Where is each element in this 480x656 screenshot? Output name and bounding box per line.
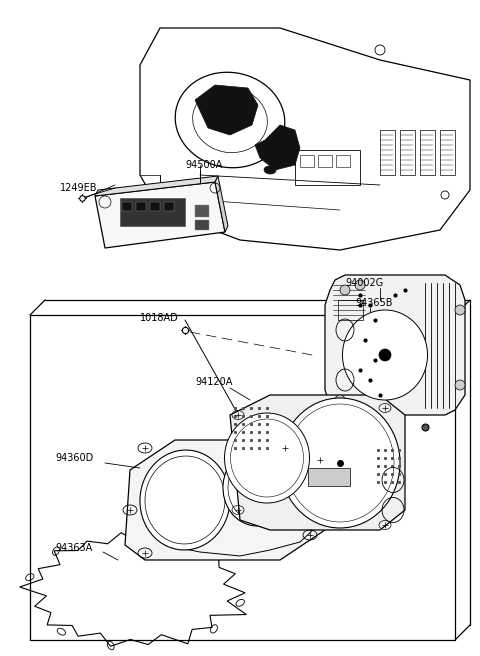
Text: 50: 50: [336, 487, 344, 493]
Bar: [136, 202, 146, 211]
Text: 1018AD: 1018AD: [140, 313, 179, 323]
Ellipse shape: [223, 448, 293, 526]
Bar: [400, 130, 415, 175]
Polygon shape: [125, 440, 330, 560]
Text: 94120A: 94120A: [195, 377, 232, 387]
Bar: [338, 300, 363, 320]
Polygon shape: [95, 176, 218, 196]
Polygon shape: [95, 182, 225, 248]
Polygon shape: [325, 275, 465, 415]
Text: 94500A: 94500A: [185, 160, 222, 170]
Bar: [195, 220, 209, 230]
Bar: [150, 202, 160, 211]
Bar: [308, 468, 350, 486]
Text: 94365B: 94365B: [355, 298, 393, 308]
Bar: [420, 130, 435, 175]
Bar: [300, 155, 314, 167]
Bar: [336, 155, 350, 167]
Ellipse shape: [379, 349, 391, 361]
Bar: [295, 150, 360, 185]
Polygon shape: [215, 176, 228, 232]
Bar: [195, 205, 209, 217]
Text: 1249EB: 1249EB: [60, 183, 97, 193]
Text: 94363A: 94363A: [55, 543, 92, 553]
Text: 94002G: 94002G: [345, 278, 383, 288]
Ellipse shape: [280, 398, 400, 528]
Ellipse shape: [455, 380, 465, 390]
Polygon shape: [195, 85, 258, 135]
Ellipse shape: [264, 166, 276, 174]
Bar: [440, 130, 455, 175]
Ellipse shape: [340, 285, 350, 295]
Ellipse shape: [335, 395, 345, 405]
Bar: [164, 202, 174, 211]
Ellipse shape: [225, 413, 310, 503]
Ellipse shape: [343, 310, 428, 400]
Text: 94360D: 94360D: [55, 453, 93, 463]
Ellipse shape: [455, 305, 465, 315]
Polygon shape: [230, 395, 405, 530]
Bar: [318, 155, 332, 167]
Ellipse shape: [355, 280, 365, 290]
Polygon shape: [255, 125, 300, 170]
Bar: [120, 198, 185, 226]
Ellipse shape: [140, 450, 230, 550]
Bar: [122, 202, 132, 211]
Bar: [380, 130, 395, 175]
